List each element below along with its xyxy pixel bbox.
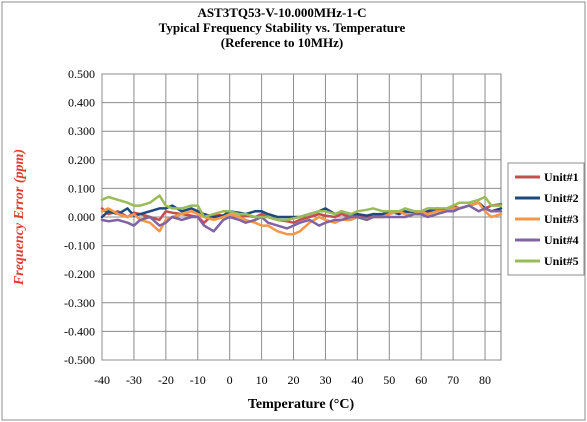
x-tick-label: 30: [319, 373, 331, 387]
y-tick-label: -0.500: [64, 353, 95, 367]
x-tick-label: -20: [158, 373, 174, 387]
x-tick-label: 20: [288, 373, 300, 387]
x-tick-label: 80: [479, 373, 491, 387]
y-tick-label: 0.400: [68, 96, 95, 110]
y-tick-labels: 0.500 0.400 0.300 0.200 0.100 0.000 -0.100 -0.2…: [64, 67, 95, 367]
y-tick-label: -0.200: [64, 267, 95, 281]
y-tick-label: 0.300: [68, 124, 95, 138]
y-tick-label: -0.400: [64, 324, 95, 338]
y-tick-label: 0.000: [68, 210, 95, 224]
legend-label-unit-3: Unit#3: [544, 212, 579, 226]
legend: Unit#1 Unit#2 Unit#3 Unit#4 Unit#5: [515, 170, 579, 268]
x-tick-label: -30: [126, 373, 142, 387]
chart-title-line-2: Typical Frequency Stability vs. Temperat…: [159, 20, 406, 35]
y-axis-label: Frequency Error (ppm): [12, 149, 27, 286]
series-line-unit-4: [100, 204, 503, 233]
y-tick-label: 0.500: [68, 67, 95, 81]
legend-label-unit-1: Unit#1: [544, 170, 579, 184]
x-tick-labels: -40 -30 -20 -10 0 10 20 30 40 50 60 70 80: [94, 373, 491, 387]
y-tick-label: -0.100: [64, 239, 95, 253]
series-line-unit-5: [100, 194, 503, 222]
y-tick-label: -0.300: [64, 296, 95, 310]
x-tick-label: 50: [383, 373, 395, 387]
x-axis-label: Temperature (°C): [248, 397, 355, 412]
x-tick-label: -10: [190, 373, 206, 387]
x-tick-label: 40: [351, 373, 363, 387]
grid-lines: [101, 73, 501, 361]
x-tick-label: 0: [227, 373, 233, 387]
y-tick-label: 0.100: [68, 181, 95, 195]
series-line-unit-3: [100, 201, 503, 236]
legend-label-unit-2: Unit#2: [544, 191, 579, 205]
y-tick-label: 0.200: [68, 153, 95, 167]
legend-label-unit-5: Unit#5: [544, 254, 579, 268]
chart-title-line-1: AST3TQ53-V-10.000MHz-1-C: [197, 5, 366, 20]
x-tick-label: -40: [94, 373, 110, 387]
x-tick-label: 60: [415, 373, 427, 387]
chart-title-line-3: (Reference to 10MHz): [221, 35, 343, 50]
x-tick-label: 10: [256, 373, 268, 387]
legend-label-unit-4: Unit#4: [544, 233, 579, 247]
series-lines: [100, 194, 503, 236]
x-tick-label: 70: [447, 373, 459, 387]
